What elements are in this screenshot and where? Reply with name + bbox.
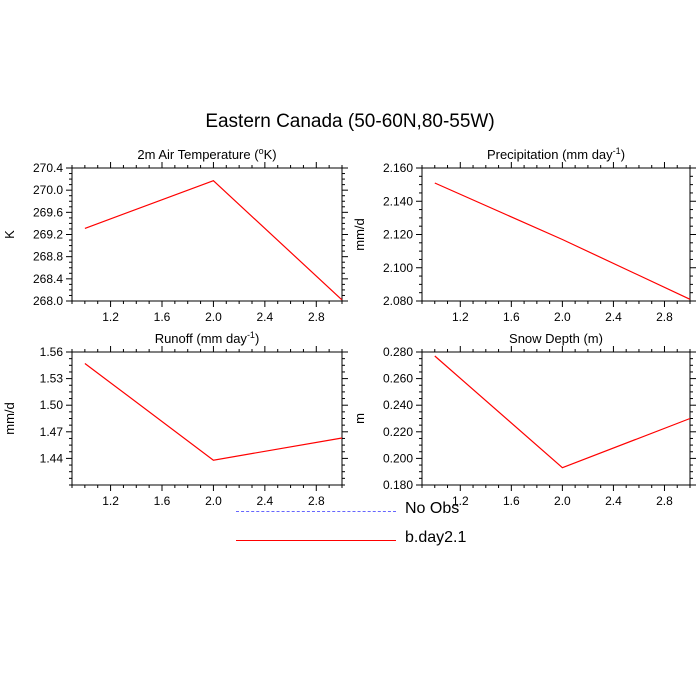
air-temperature-ytick-label: 270.4 [33,161,63,175]
panel-runoff: 1.2 1.6 2.0 2.4 2.8 1.44 1.47 1.50 1.53 1.56 Runof… [2,330,348,508]
snow-depth-ytick-label: 0.200 [383,451,413,465]
precipitation-ytick-label: 2.120 [383,228,413,242]
precipitation-ytick-label: 2.160 [383,161,413,175]
air-temperature-xtick-label: 2.0 [205,310,222,324]
air-temperature-ytick-label: 268.0 [33,294,63,308]
air-temperature-xtick-label: 2.4 [257,310,274,324]
air-temperature-ytick-label: 268.8 [33,250,63,264]
snow-depth-xtick-label: 2.8 [656,494,673,508]
runoff-ytick-label: 1.47 [40,425,64,439]
runoff-title: Runoff (mm day-1) [155,330,260,346]
runoff-ytick-label: 1.44 [40,451,64,465]
panel-snow-depth: 1.2 1.6 2.0 2.4 2.8 0.180 0.200 0.220 0.240 0.260… [352,331,696,508]
air-temperature-xtick-label: 1.6 [154,310,171,324]
air-temperature-series-line [84,180,343,301]
snow-depth-xtick-label: 2.0 [554,494,571,508]
snow-depth-xtick-label: 2.4 [605,494,622,508]
legend-swatch-model [236,540,396,541]
runoff-ytick-label: 1.56 [40,345,64,359]
precipitation-ytick-label: 2.080 [383,294,413,308]
snow-depth-series-line [434,355,691,469]
runoff-ytick-label: 1.50 [40,398,64,412]
air-temperature-ytick-label: 269.2 [33,228,63,242]
runoff-xtick-label: 2.4 [257,494,274,508]
panel-air-temperature: 1.2 1.6 2.0 2.4 2.8 268.0 268.4 268.8 269.2 269.6… [2,146,348,324]
precipitation-xtick-label: 2.4 [605,310,622,324]
snow-depth-ytick-label: 0.220 [383,425,413,439]
legend-label-model: b.day2.1 [405,529,467,546]
runoff-frame [71,351,343,486]
runoff-xtick-label: 2.0 [205,494,222,508]
snow-depth-ylabel: m [352,413,367,424]
precipitation-xtick-label: 1.6 [503,310,520,324]
snow-depth-ytick-label: 0.240 [383,398,413,412]
runoff-xtick-label: 1.6 [154,494,171,508]
runoff-ylabel: mm/d [2,402,17,435]
snow-depth-xtick-label: 1.6 [503,494,520,508]
runoff-series-line [84,363,343,461]
runoff-ytick-label: 1.53 [40,372,64,386]
precipitation-ylabel: mm/d [352,218,367,251]
precipitation-title: Precipitation (mm day-1) [487,146,625,162]
air-temperature-ytick-label: 268.4 [33,272,63,286]
runoff-xtick-label: 1.2 [102,494,119,508]
snow-depth-title: Snow Depth (m) [509,331,603,346]
precipitation-ytick-label: 2.100 [383,261,413,275]
precipitation-xtick-label: 2.8 [656,310,673,324]
precipitation-xtick-label: 1.2 [452,310,469,324]
snow-depth-ytick-label: 0.260 [383,372,413,386]
air-temperature-xtick-label: 2.8 [308,310,325,324]
air-temperature-xtick-label: 1.2 [102,310,119,324]
air-temperature-ylabel: K [2,230,17,239]
air-temperature-ytick-label: 269.6 [33,205,63,219]
legend-label-obs: No Obs [405,500,460,517]
snow-depth-frame [421,351,691,486]
air-temperature-title: 2m Air Temperature (oK) [137,146,276,162]
precipitation-ytick-label: 2.140 [383,194,413,208]
air-temperature-ytick-label: 270.0 [33,183,63,197]
legend-swatch-obs [236,511,396,512]
snow-depth-ytick-label: 0.280 [383,345,413,359]
figure-title: Eastern Canada (50-60N,80-55W) [205,111,495,132]
precipitation-xtick-label: 2.0 [554,310,571,324]
air-temperature-frame [71,167,343,302]
snow-depth-xtick-label: 1.2 [452,494,469,508]
precipitation-series-line [434,182,691,300]
panel-precipitation: 1.2 1.6 2.0 2.4 2.8 2.080 2.100 2.120 2.140 2.160… [352,146,696,324]
runoff-xtick-label: 2.8 [308,494,325,508]
snow-depth-ytick-label: 0.180 [383,478,413,492]
